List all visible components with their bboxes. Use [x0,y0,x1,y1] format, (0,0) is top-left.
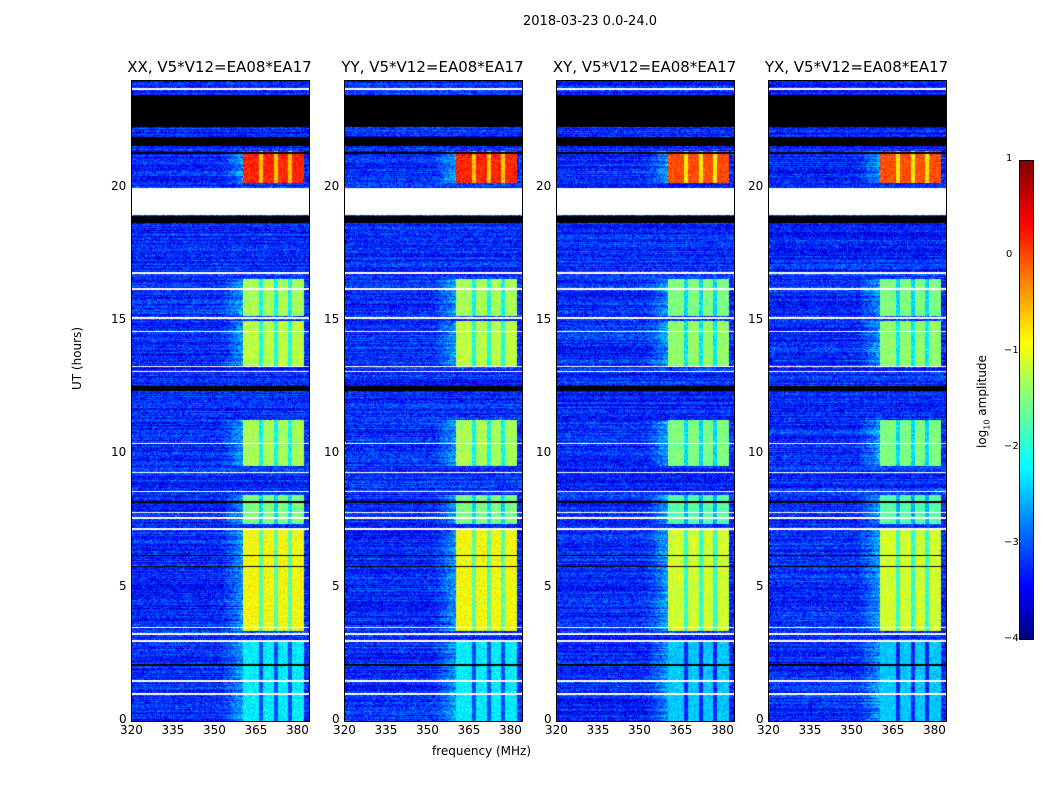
y-tick-label: 5 [332,578,340,593]
y-tick-label: 20 [748,178,764,193]
x-tick-label: 350 [202,723,226,737]
colorbar-label: log10 amplitude [975,355,992,448]
y-tick-label: 0 [332,712,340,726]
x-tick-label: 335 [161,723,185,737]
y-tick-label: 10 [111,445,127,460]
waterfall-heatmap [344,80,523,722]
x-tick-label: 350 [415,723,439,737]
y-tick-label: 20 [111,178,127,193]
x-tick-label: 320 [545,723,568,737]
colorbar-tick-label: 1 [1006,153,1013,164]
figure-title: 2018-03-23 0.0-24.0 [523,14,657,29]
y-tick-label: 5 [119,578,127,593]
y-tick-label: 0 [544,712,552,726]
waterfall-heatmap [131,80,310,722]
panel-title: XX, V5*V12=EA08*EA17 [127,58,312,76]
panel-title: XY, V5*V12=EA08*EA17 [552,58,737,76]
y-tick-label: 10 [536,445,552,460]
y-tick-label: 15 [748,312,764,326]
x-tick-label: 320 [333,723,356,737]
x-tick-label: 365 [244,723,268,737]
x-tick-label: 380 [285,723,309,737]
x-tick-label: 350 [627,723,651,737]
y-tick-label: 5 [544,578,552,593]
colorbar-tick-label: −4 [1004,633,1019,644]
x-tick-label: 320 [757,723,780,737]
x-tick-label: 365 [457,723,481,737]
waterfall-heatmap [556,80,735,722]
colorbar-tick-label: 0 [1006,249,1013,260]
y-tick-label: 20 [324,178,340,193]
y-tick-label: 0 [756,712,764,726]
x-tick-label: 380 [710,723,734,737]
panel-title: YY, V5*V12=EA08*EA17 [341,58,524,76]
x-tick-label: 335 [586,723,610,737]
x-tick-label: 365 [881,723,905,737]
colorbar-tick-label: −3 [1004,537,1019,548]
y-tick-label: 5 [756,578,764,593]
y-tick-label: 15 [536,312,552,326]
y-tick-label: 20 [536,178,552,193]
y-tick-label: 15 [111,312,127,326]
y-tick-label: 10 [324,445,340,460]
y-tick-label: 15 [324,312,340,326]
x-tick-label: 335 [798,723,822,737]
x-tick-label: 380 [498,723,522,737]
y-tick-label: 10 [748,445,764,460]
x-tick-label: 380 [922,723,946,737]
colorbar-tick-label: −2 [1004,441,1019,452]
x-tick-label: 365 [669,723,693,737]
waterfall-heatmap [768,80,947,722]
x-tick-label: 320 [120,723,143,737]
x-tick-label: 350 [839,723,863,737]
x-axis-label: frequency (MHz) [432,744,532,758]
colorbar [1019,160,1034,640]
x-tick-label: 335 [374,723,398,737]
panel-title: YX, V5*V12=EA08*EA17 [764,58,949,76]
colorbar-tick-label: −1 [1004,345,1019,356]
y-axis-label: UT (hours) [70,326,84,390]
y-tick-label: 0 [119,712,127,726]
